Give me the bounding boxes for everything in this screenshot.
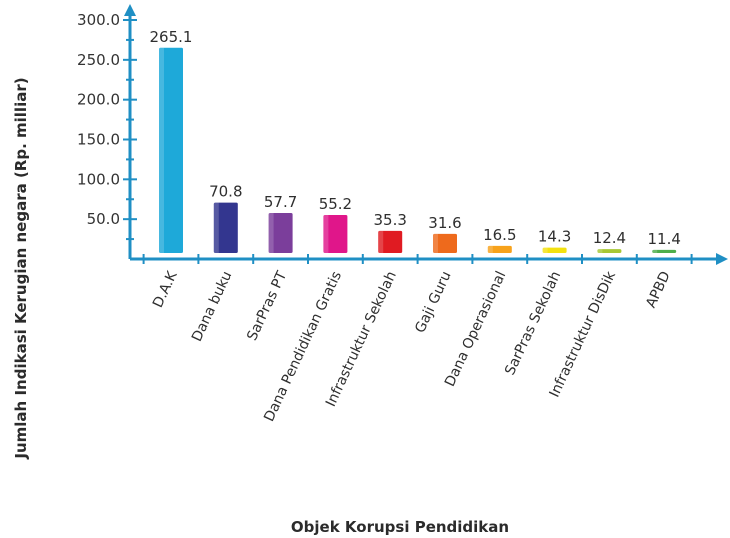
y-axis-title: Jumlah Indikasi Kerugian negara (Rp. mil… [12,77,30,459]
bar-highlight [378,230,384,253]
y-tick-label: 100.0 [77,170,120,188]
category-label: Gaji Guru [412,269,454,336]
bar [433,233,457,253]
category-label: Dana Operasional [442,269,509,389]
y-tick-label: 50.0 [87,210,120,228]
category-label: SarPras PT [244,269,290,344]
bars: 265.1 D.A.K 70.8 Dana buku 57.7 SarPras PT 55.… [150,28,681,424]
y-tick-label: 150.0 [77,131,120,149]
bar-highlight [433,233,438,253]
y-tick-label: 250.0 [77,51,120,69]
bar [652,249,677,253]
bar [597,249,622,253]
category-label: SarPras Sekolah [502,269,564,378]
value-label: 16.5 [483,226,516,244]
bar-highlight [652,249,658,253]
x-axis-title: Objek Korupsi Pendidikan [291,518,509,536]
value-label: 35.3 [373,211,406,229]
bar-highlight [159,47,164,253]
category-label: Dana buku [189,269,235,344]
y-axis-arrow [124,4,136,16]
bar-highlight [487,245,493,253]
value-label: 11.4 [647,230,680,248]
value-label: 70.8 [209,183,242,201]
bar-highlight [542,247,548,253]
value-label: 31.6 [428,214,461,232]
bar-highlight [323,215,329,253]
value-label: 57.7 [264,193,297,211]
bar [159,47,183,253]
value-label: 265.1 [150,28,193,46]
bar-highlight [597,249,603,253]
y-tick-label: 200.0 [77,91,120,109]
bar [542,247,567,253]
bar-highlight [213,202,219,253]
value-label: 12.4 [593,229,626,247]
bar-highlight [268,213,274,253]
axes: 300.0 250.0 200.0 150.0 100.0 50.0 [77,4,728,265]
value-label: 14.3 [538,228,571,246]
category-label: APBD [643,269,674,311]
x-axis-arrow [716,253,728,265]
y-tick-label: 300.0 [77,11,120,29]
bar [268,213,293,253]
category-label: D.A.K [150,268,181,310]
bar [323,215,348,253]
bar [487,245,512,253]
bar [213,202,238,253]
bar [378,230,403,253]
value-label: 55.2 [319,195,352,213]
